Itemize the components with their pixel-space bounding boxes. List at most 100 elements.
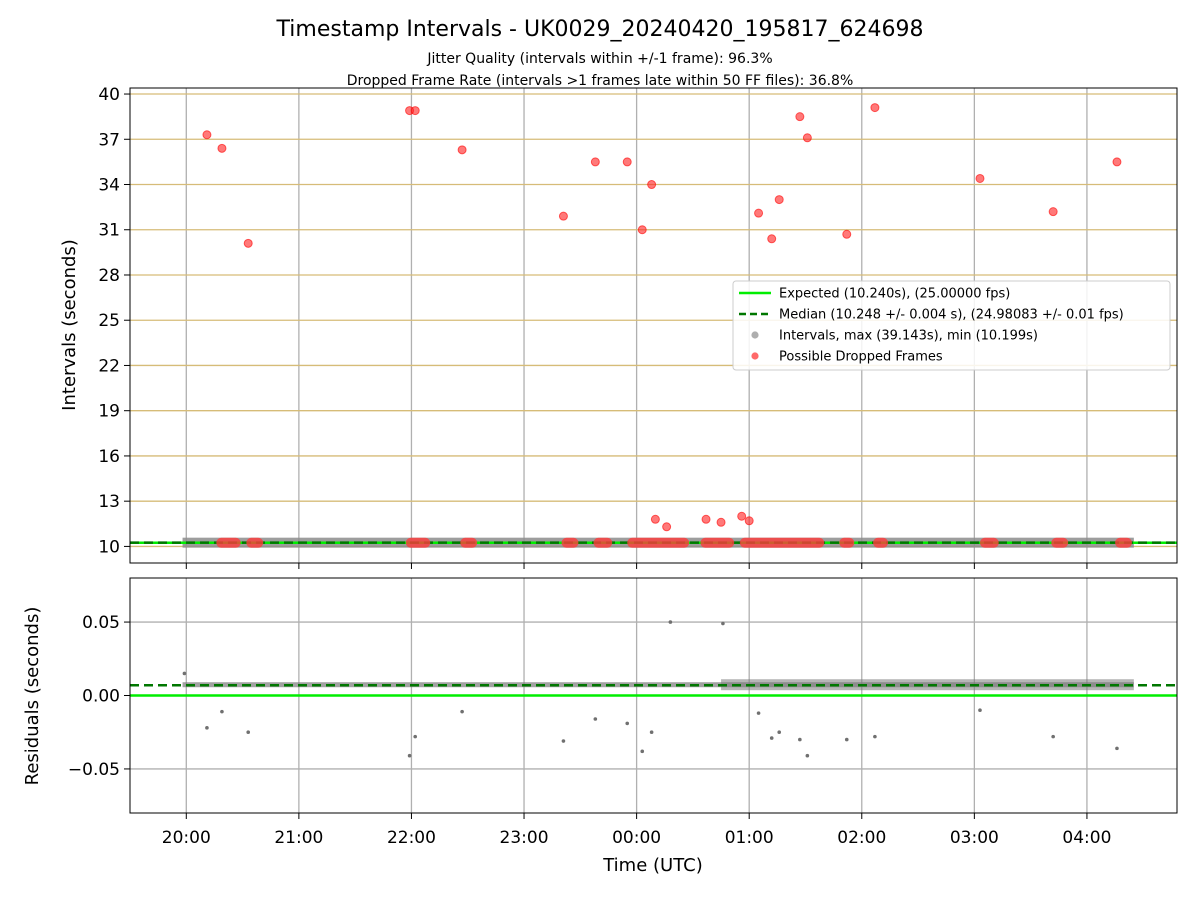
- x-tick-label: 22:00: [387, 828, 436, 848]
- legend-swatch-dot: [751, 331, 759, 339]
- residual-point: [798, 737, 802, 742]
- dropped-frame-point: [737, 511, 747, 521]
- dropped-frames-cluster: [405, 537, 431, 548]
- dropped-frame-point: [662, 522, 672, 532]
- dropped-frames-cluster: [700, 537, 735, 548]
- y-axis-label-residuals: Residuals (seconds): [22, 607, 43, 786]
- legend: Expected (10.240s), (25.00000 fps) Median…: [732, 280, 1171, 371]
- residual-point: [769, 736, 774, 740]
- y-tick-label: 34: [98, 176, 120, 196]
- y-tick-label: 22: [98, 356, 120, 376]
- residual-point: [1051, 734, 1055, 739]
- dropped-frame-point: [802, 133, 812, 143]
- residuals-band: [182, 682, 1134, 688]
- y-tick-label: 0.00: [82, 687, 120, 707]
- chart-subtitle-jitter: Jitter Quality (intervals within +/-1 fr…: [426, 51, 772, 67]
- y-tick-label: 37: [98, 130, 120, 150]
- intervals-frame: [129, 87, 1178, 564]
- dropped-frames-cluster: [216, 537, 241, 548]
- dropped-frame-point: [842, 229, 852, 239]
- chart-subtitle-dropped: Dropped Frame Rate (intervals >1 frames …: [347, 73, 854, 89]
- x-tick-label: 03:00: [950, 828, 999, 848]
- residual-point: [649, 730, 654, 735]
- residual-point: [668, 620, 673, 624]
- dropped-frame-point: [870, 103, 880, 113]
- residuals-band-wide: [721, 679, 1134, 691]
- y-tick-label: 10: [98, 537, 120, 557]
- dropped-frame-point: [975, 173, 985, 183]
- dropped-frame-point: [1048, 207, 1058, 217]
- residual-point: [413, 734, 418, 739]
- dropped-frame-point: [1112, 157, 1122, 167]
- residuals-plot-area: [130, 620, 1177, 758]
- residual-point: [805, 753, 810, 758]
- dropped-frame-point: [795, 112, 805, 122]
- dropped-frames-cluster: [1115, 537, 1132, 548]
- intervals-plot-area: [130, 103, 1177, 548]
- chart-title: Timestamp Intervals - UK0029_20240420_19…: [276, 17, 924, 42]
- residual-point: [205, 726, 209, 730]
- residual-point: [640, 749, 645, 754]
- residual-point: [593, 717, 598, 721]
- legend-box: [732, 280, 1171, 371]
- dropped-frame-point: [243, 238, 253, 248]
- dropped-frame-point: [590, 157, 600, 167]
- residual-point: [460, 709, 464, 714]
- y-tick-label: −0.05: [68, 760, 120, 780]
- dropped-frame-point: [622, 157, 632, 167]
- y-tick-label: 0.05: [82, 613, 120, 633]
- residual-point: [561, 739, 566, 743]
- legend-label: Intervals, max (39.143s), min (10.199s): [779, 329, 1038, 344]
- dropped-frame-point: [767, 234, 777, 244]
- y-axis-label-intervals: Intervals (seconds): [59, 239, 80, 411]
- x-tick-label: 21:00: [274, 828, 323, 848]
- legend-label: Possible Dropped Frames: [779, 350, 943, 365]
- y-tick-label: 28: [98, 266, 120, 286]
- y-tick-label: 25: [98, 311, 120, 331]
- dropped-frames-cluster: [839, 537, 855, 548]
- dropped-frames-cluster: [246, 537, 264, 548]
- dropped-frame-point: [558, 211, 568, 221]
- x-tick-label: 20:00: [162, 828, 211, 848]
- residual-point: [873, 734, 877, 739]
- dropped-frame-point: [647, 180, 657, 190]
- dropped-frame-point: [217, 143, 227, 153]
- y-tick-label: 31: [98, 221, 120, 241]
- dropped-frame-point: [716, 517, 726, 527]
- dropped-frames-cluster: [979, 537, 999, 548]
- dropped-frame-point: [774, 195, 784, 205]
- dropped-frames-cluster: [873, 537, 889, 548]
- residual-point: [182, 671, 187, 676]
- residual-point: [220, 709, 224, 714]
- legend-swatch-dot: [751, 352, 759, 360]
- dropped-frame-point: [637, 225, 647, 235]
- dropped-frame-point: [410, 106, 420, 116]
- dropped-frames-cluster: [460, 537, 478, 548]
- dropped-frame-point: [457, 145, 467, 155]
- residual-point: [756, 711, 761, 715]
- dropped-frame-point: [744, 516, 754, 526]
- dropped-frames-cluster: [1051, 537, 1069, 548]
- y-tick-label: 13: [98, 492, 120, 512]
- residuals-panel: −0.05 0.00 0.05: [68, 577, 1178, 814]
- residual-point: [721, 621, 725, 626]
- y-tick-label: 16: [98, 447, 120, 467]
- dropped-frames-cluster: [593, 537, 613, 548]
- dropped-frame-point: [202, 130, 212, 140]
- legend-label: Expected (10.240s), (25.00000 fps): [779, 287, 1010, 302]
- residual-point: [844, 737, 849, 742]
- legend-label: Median (10.248 +/- 0.004 s), (24.98083 +…: [779, 308, 1124, 323]
- y-tick-label: 40: [98, 85, 120, 105]
- x-tick-label: 00:00: [612, 828, 661, 848]
- residual-point: [1115, 746, 1119, 751]
- residual-point: [777, 730, 782, 735]
- dropped-frames-cluster: [627, 537, 690, 548]
- residual-point: [246, 730, 251, 735]
- x-axis-ticks: 20:00 21:00 22:00 23:00 00:00 01:00 02:00 03:00…: [162, 563, 1111, 848]
- residual-point: [978, 708, 982, 712]
- x-tick-label: 23:00: [500, 828, 549, 848]
- y-tick-label: 19: [98, 402, 120, 422]
- dropped-frame-point: [754, 208, 764, 218]
- dropped-frames-cluster: [561, 537, 579, 548]
